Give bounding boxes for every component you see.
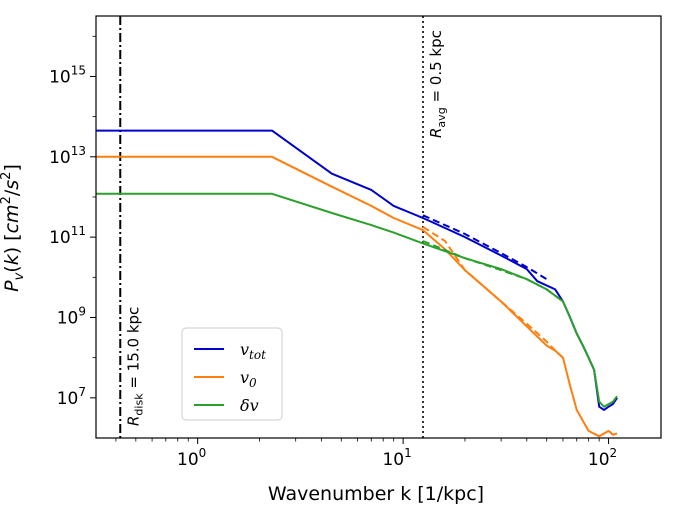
y-axis-label: Pv(k) [cm2/s2] — [0, 164, 27, 292]
x-tick-label-2: 102 — [588, 446, 617, 470]
series-line-0 — [96, 129, 618, 411]
series-line-3 — [422, 214, 548, 281]
y-tick-label-4: 1015 — [49, 63, 86, 87]
y-tick-label-3: 1013 — [49, 144, 86, 168]
plot-frame — [95, 15, 662, 439]
y-tick-label-1: 109 — [57, 304, 86, 328]
x-tick-label-0: 100 — [177, 446, 206, 470]
series-group — [96, 129, 618, 438]
legend: vtot v0 δv — [181, 327, 283, 421]
legend-label-1: v0 — [240, 368, 257, 390]
plot-area: Rdisk = 15.0 kpc Ravg = 0.5 kpc 100 101 102 1… — [49, 15, 662, 470]
legend-label-0: vtot — [240, 340, 266, 362]
series-line-5 — [422, 240, 564, 303]
legend-box — [181, 327, 283, 421]
vline-label-r-avg: Ravg = 0.5 kpc — [427, 30, 448, 138]
y-tick-label-0: 107 — [57, 385, 86, 409]
vline-label-r-disk: Rdisk = 15.0 kpc — [124, 307, 145, 426]
legend-label-2: δv — [240, 396, 259, 415]
series-line-1 — [96, 155, 618, 438]
x-tick-label-1: 101 — [382, 446, 411, 470]
y-tick-label-2: 1011 — [49, 224, 86, 248]
series-line-2 — [96, 192, 618, 408]
x-axis-label: Wavenumber k [1/kpc] — [268, 483, 484, 505]
series-line-4 — [422, 226, 564, 359]
